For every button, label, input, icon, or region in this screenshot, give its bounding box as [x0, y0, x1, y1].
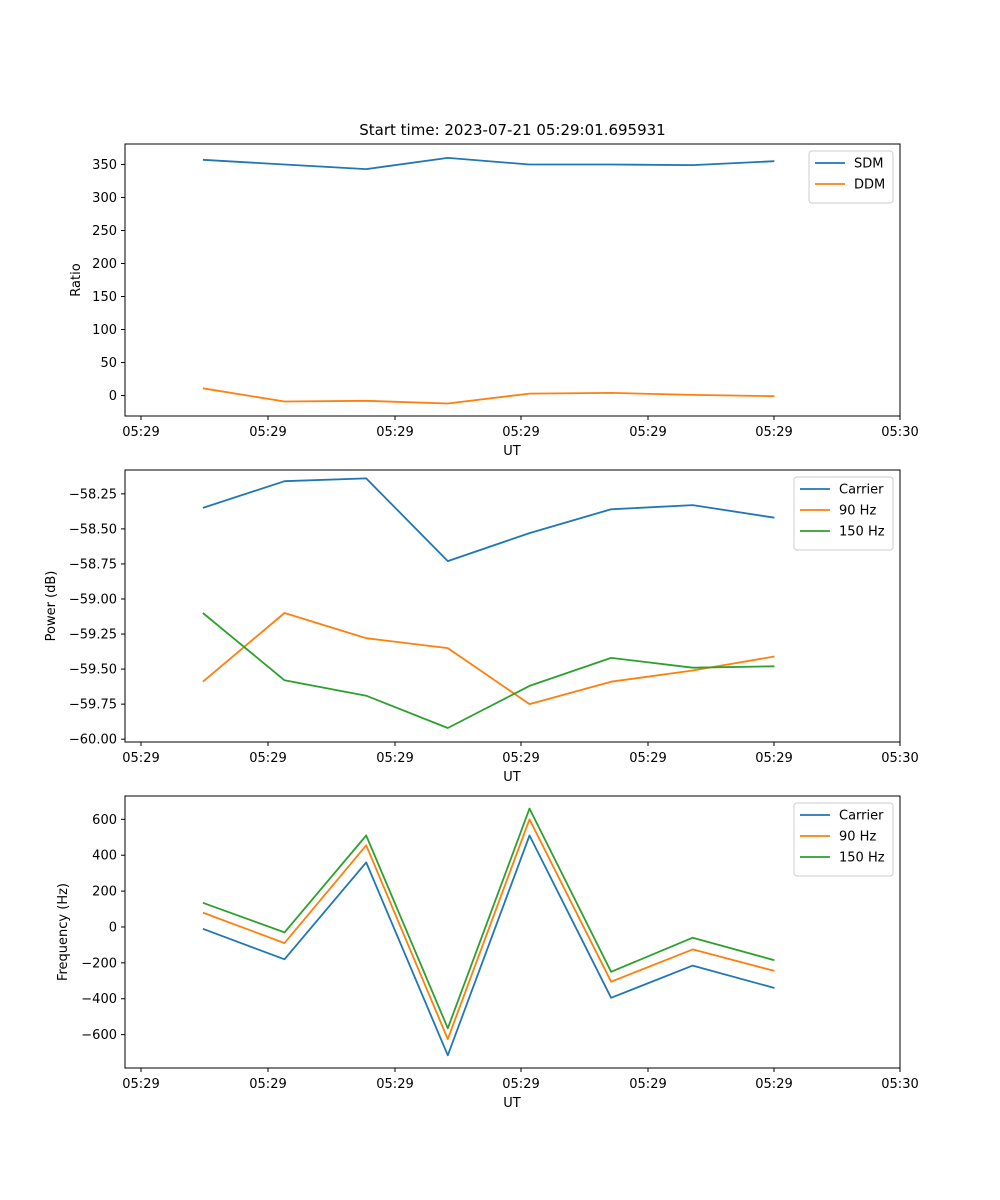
y-tick-label: 50	[100, 356, 117, 371]
x-tick-label: 05:29	[376, 1077, 413, 1092]
series-line-carrier	[202, 477, 775, 562]
chart-panel-2: 05:29 05:29 05:29 05:29 05:29 05:29 05:30 −60.0…	[44, 469, 919, 785]
y-tick-label: 600	[92, 813, 117, 828]
y-tick-label: 400	[92, 849, 117, 864]
plot-frame	[124, 143, 901, 417]
series-line-150-hz	[202, 612, 775, 729]
x-tick-label: 05:29	[122, 1077, 159, 1092]
legend-label: Carrier	[839, 809, 884, 824]
chart-panel-1: 05:29 05:29 05:29 05:29 05:29 05:29 05:30 0 50 10…	[69, 143, 919, 459]
y-tick-label: −58.50	[69, 522, 117, 537]
y-tick-label: −60.00	[69, 733, 117, 748]
x-axis-label: UT	[503, 770, 521, 785]
plot-frame	[124, 469, 901, 743]
series-line-carrier	[202, 834, 775, 1057]
y-tick-label: 300	[92, 191, 117, 206]
x-tick-label: 05:29	[376, 751, 413, 766]
legend: Carrier 90 Hz 150 Hz	[793, 476, 894, 551]
y-tick-label: 0	[109, 389, 117, 404]
x-tick-label: 05:29	[376, 425, 413, 440]
x-tick-label: 05:29	[122, 425, 159, 440]
legend-label: SDM	[854, 157, 883, 172]
x-tick-label: 05:29	[249, 751, 286, 766]
legend: SDM DDM	[808, 150, 894, 204]
x-tick-label: 05:29	[249, 1077, 286, 1092]
x-axis-label: UT	[503, 1096, 521, 1111]
x-tick-label: 05:30	[881, 425, 918, 440]
y-tick-label: 200	[92, 257, 117, 272]
y-tick-label: −600	[81, 1028, 117, 1043]
series-line-150-hz	[202, 807, 775, 1030]
series-line-90-hz	[202, 612, 775, 705]
legend-box	[808, 150, 894, 204]
x-tick-label: 05:29	[755, 751, 792, 766]
x-tick-label: 05:29	[502, 425, 539, 440]
x-tick-label: 05:29	[502, 1077, 539, 1092]
y-tick-label: −400	[81, 992, 117, 1007]
legend-label: 150 Hz	[839, 851, 885, 866]
legend: Carrier 90 Hz 150 Hz	[793, 802, 894, 877]
y-tick-label: −58.75	[69, 557, 117, 572]
y-tick-label: 100	[92, 323, 117, 338]
y-tick-label: 350	[92, 158, 117, 173]
y-tick-label: −59.50	[69, 663, 117, 678]
x-tick-label: 05:29	[755, 425, 792, 440]
y-axis-label: Power (dB)	[44, 571, 59, 642]
x-tick-label: 05:30	[881, 1077, 918, 1092]
y-tick-label: −200	[81, 956, 117, 971]
chart-panel-3: 05:29 05:29 05:29 05:29 05:29 05:29 05:30 −600 −…	[56, 795, 919, 1111]
series-line-90-hz	[202, 818, 775, 1040]
x-tick-label: 05:29	[755, 1077, 792, 1092]
legend-label: DDM	[854, 178, 885, 193]
y-tick-label: 0	[109, 920, 117, 935]
legend-label: 90 Hz	[839, 830, 876, 845]
x-tick-label: 05:30	[881, 751, 918, 766]
x-tick-label: 05:29	[122, 751, 159, 766]
y-axis-label: Ratio	[69, 263, 84, 296]
series-line-ddm	[202, 387, 775, 405]
y-axis-label: Frequency (Hz)	[56, 883, 71, 981]
x-tick-label: 05:29	[629, 1077, 666, 1092]
y-tick-label: 250	[92, 224, 117, 239]
y-tick-label: 200	[92, 885, 117, 900]
x-tick-label: 05:29	[249, 425, 286, 440]
y-tick-label: −58.25	[69, 487, 117, 502]
y-tick-label: −59.25	[69, 628, 117, 643]
x-tick-label: 05:29	[629, 425, 666, 440]
y-tick-label: −59.00	[69, 592, 117, 607]
plot-frame	[124, 795, 901, 1069]
x-axis-label: UT	[503, 444, 521, 459]
y-tick-label: −59.75	[69, 698, 117, 713]
y-tick-label: 150	[92, 290, 117, 305]
legend-label: 150 Hz	[839, 525, 885, 540]
series-line-sdm	[202, 156, 775, 171]
chart-title: Start time: 2023-07-21 05:29:01.695931	[359, 121, 665, 139]
panels: 05:29 05:29 05:29 05:29 05:29 05:29 05:30 0 50 10…	[44, 143, 919, 1111]
x-tick-label: 05:29	[502, 751, 539, 766]
x-tick-label: 05:29	[629, 751, 666, 766]
legend-label: 90 Hz	[839, 504, 876, 519]
legend-label: Carrier	[839, 483, 884, 498]
